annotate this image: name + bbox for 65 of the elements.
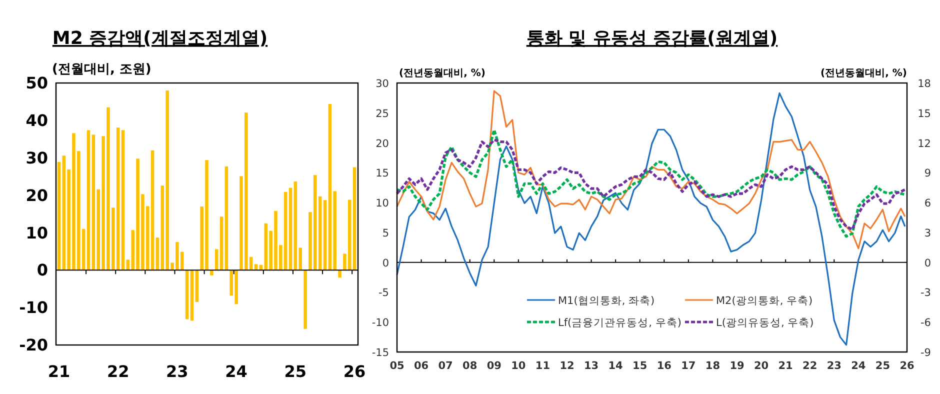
legend-label: M1(협의통화, 좌축) bbox=[558, 295, 655, 307]
y-axis-title: (전월대비, 조원) bbox=[52, 62, 152, 77]
y-tick-label: 30 bbox=[376, 78, 389, 90]
y2-tick-label: 18 bbox=[918, 78, 931, 90]
x-tick-label: 06 bbox=[414, 360, 429, 372]
y-tick-label: -5 bbox=[378, 287, 389, 300]
y-axis-title: (전년동월대비, %) bbox=[399, 68, 486, 79]
y-tick-label: 20 bbox=[26, 186, 48, 205]
legend-label: Lf(금융기관유동성, 우축) bbox=[558, 317, 682, 329]
x-tick-label: 22 bbox=[106, 362, 130, 381]
y2-tick-label: -9 bbox=[920, 347, 931, 359]
x-tick-label: 15 bbox=[632, 360, 648, 372]
y-tick-label: -15 bbox=[372, 347, 389, 359]
x-tick-label: 22 bbox=[802, 360, 818, 372]
x-tick-label: 11 bbox=[535, 360, 550, 372]
x-tick-label: 23 bbox=[826, 360, 842, 372]
x-tick-label: 21 bbox=[48, 362, 70, 381]
y2-tick-label: 0 bbox=[924, 257, 931, 270]
x-tick-label: 25 bbox=[875, 360, 890, 372]
y-tick-label: 20 bbox=[376, 138, 389, 150]
y-tick-label: 15 bbox=[376, 168, 389, 180]
y-tick-label: -10 bbox=[19, 298, 48, 318]
x-tick-label: 09 bbox=[486, 360, 502, 372]
chart-title: M2 증감액(계절조정계열) bbox=[52, 28, 268, 49]
chart-title: 통화 및 유동성 증감률(원계열) bbox=[526, 28, 778, 49]
x-tick-label: 07 bbox=[438, 360, 453, 372]
y2-tick-label: -6 bbox=[920, 317, 932, 330]
x-tick-label: 21 bbox=[778, 360, 793, 372]
legend-label: M2(광의통화, 우축) bbox=[716, 295, 813, 307]
x-tick-label: 10 bbox=[511, 360, 526, 372]
y-tick-label: 10 bbox=[26, 223, 48, 242]
y-tick-label: -10 bbox=[372, 317, 389, 330]
x-tick-label: 17 bbox=[681, 360, 696, 372]
x-tick-label: 24 bbox=[225, 362, 248, 381]
x-tick-label: 14 bbox=[608, 360, 623, 372]
x-tick-label: 18 bbox=[705, 360, 720, 372]
x-tick-label: 12 bbox=[560, 360, 574, 372]
x-tick-label: 24 bbox=[851, 360, 866, 372]
y-tick-label: 0 bbox=[382, 257, 389, 270]
y-tick-label: 30 bbox=[26, 148, 48, 168]
y2-tick-label: 6 bbox=[924, 198, 932, 210]
x-tick-label: 20 bbox=[754, 360, 769, 372]
x-tick-label: 26 bbox=[343, 362, 366, 381]
y-tick-label: 5 bbox=[382, 227, 389, 240]
y2-tick-label: 12 bbox=[918, 138, 931, 150]
x-tick-label: 13 bbox=[584, 360, 599, 372]
y-tick-label: 40 bbox=[26, 111, 48, 130]
x-tick-label: 16 bbox=[656, 360, 672, 372]
y2-tick-label: -3 bbox=[920, 287, 931, 300]
x-tick-label: 23 bbox=[166, 362, 188, 381]
x-tick-label: 25 bbox=[284, 362, 307, 381]
y-tick-label: 10 bbox=[376, 198, 389, 210]
y2-tick-label: 9 bbox=[924, 168, 931, 180]
x-tick-label: 26 bbox=[900, 360, 914, 372]
y-tick-label: 25 bbox=[376, 108, 389, 120]
y-tick-label: -20 bbox=[19, 336, 48, 355]
y-tick-label: 0 bbox=[36, 260, 48, 280]
y2-tick-label: 3 bbox=[924, 227, 931, 240]
x-tick-label: 08 bbox=[462, 360, 478, 372]
legend-label: L(광의유동성, 우축) bbox=[716, 317, 814, 329]
y-tick-label: 50 bbox=[26, 74, 48, 93]
x-tick-label: 05 bbox=[390, 360, 404, 372]
y2-tick-label: 15 bbox=[918, 108, 931, 120]
x-tick-label: 19 bbox=[730, 360, 744, 372]
y2-axis-title: (전년동월대비, %) bbox=[820, 68, 907, 79]
